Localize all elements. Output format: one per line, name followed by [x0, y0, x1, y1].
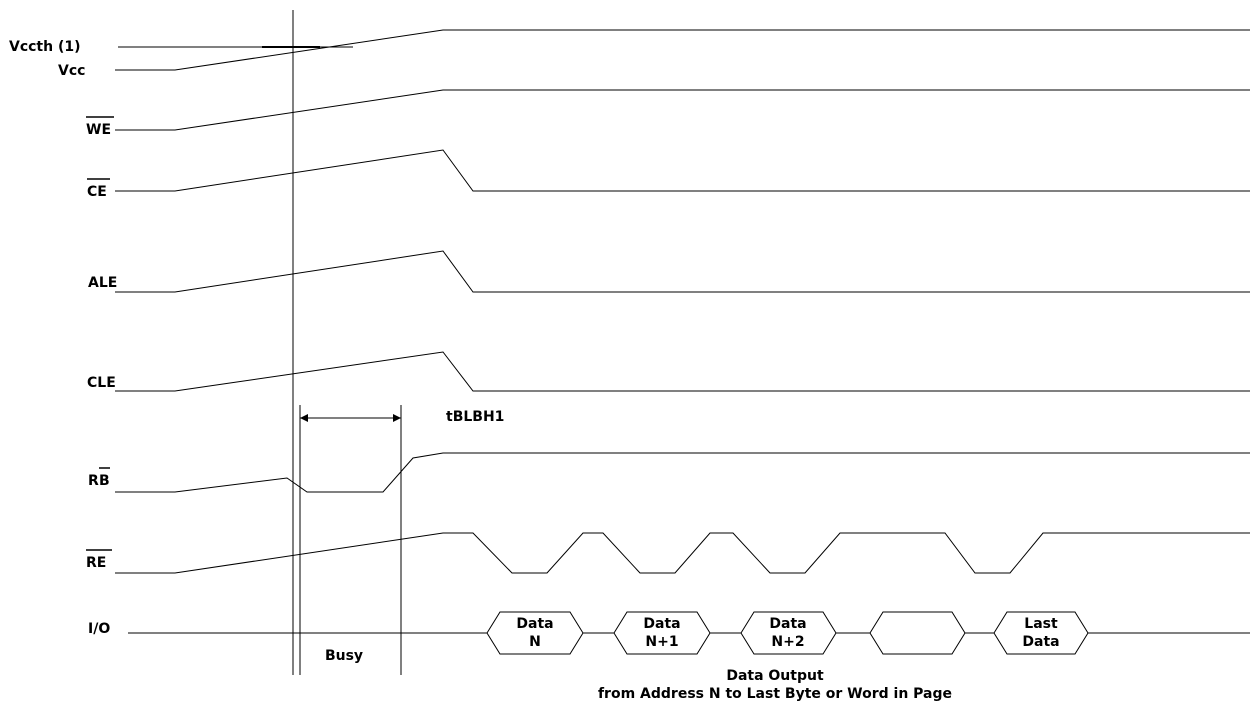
last-data-line1: Last — [1024, 616, 1058, 632]
io-label: I/O — [88, 621, 110, 637]
data-cell-line2: N+2 — [771, 634, 804, 650]
io-data-cell — [613, 611, 711, 655]
rb-label-b: B — [99, 473, 110, 489]
ce-waveform — [115, 149, 1250, 192]
data-cell-line1: Data — [516, 616, 553, 632]
last-data-line2: Data — [1022, 634, 1059, 650]
cle-label: CLE — [87, 375, 116, 391]
data-cell-line2: N — [529, 634, 541, 650]
tblbh1-label: tBLBH1 — [446, 409, 504, 425]
tblbh1-right-arrow — [393, 414, 401, 422]
ale-label: ALE — [88, 275, 117, 291]
we-waveform — [115, 89, 1250, 131]
ce-label: CE — [87, 184, 107, 200]
vccth-label: Vccth (1) — [9, 39, 81, 55]
caption-line2: from Address N to Last Byte or Word in P… — [598, 686, 952, 702]
rb-waveform — [115, 452, 1250, 493]
io-data-cell-empty — [869, 611, 966, 655]
data-cell-line1: Data — [769, 616, 806, 632]
caption-line1: Data Output — [726, 668, 824, 684]
busy-label: Busy — [325, 648, 363, 664]
data-cell-line2: N+1 — [645, 634, 678, 650]
vcc-waveform — [115, 29, 1250, 71]
io-data-cell — [486, 611, 584, 655]
rb-label-r: R — [88, 473, 99, 489]
data-cell-line1: Data — [643, 616, 680, 632]
re-label: RE — [86, 555, 106, 571]
io-data-cell — [740, 611, 837, 655]
ale-waveform — [115, 250, 1250, 293]
re-waveform — [115, 532, 1250, 574]
we-label: WE — [86, 122, 111, 138]
tblbh1-left-arrow — [300, 414, 308, 422]
cle-waveform — [115, 351, 1250, 392]
io-last-data-cell — [993, 611, 1089, 655]
vcc-label: Vcc — [58, 63, 85, 79]
